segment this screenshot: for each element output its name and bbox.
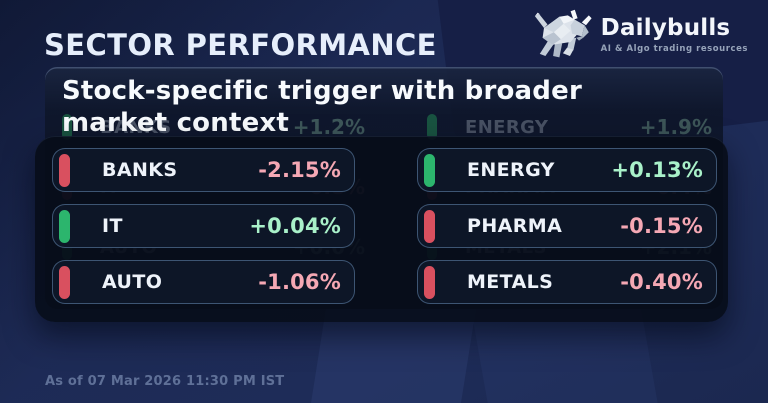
insight-heading: Stock-specific trigger with broader mark…	[62, 75, 692, 139]
trend-bar-icon	[62, 114, 72, 140]
sector-label: AUTO	[102, 271, 163, 293]
brand-logo: Dailybulls AI & Algo trading resources	[530, 7, 748, 63]
sector-tile-grid: BANKS -2.15% ENERGY +0.13% IT +0.04%	[52, 148, 717, 304]
sector-label: ENERGY	[467, 159, 555, 181]
sector-tile: METALS -0.40%	[417, 260, 717, 304]
sector-label: BANKS	[102, 159, 178, 181]
trend-bar-icon	[424, 265, 435, 299]
sector-value: -1.06%	[258, 270, 341, 294]
bull-icon	[530, 7, 600, 63]
trend-bar-icon	[59, 209, 70, 243]
sector-label: IT	[102, 215, 123, 237]
sector-label: ENERGY	[465, 116, 549, 138]
trend-bar-icon	[424, 209, 435, 243]
brand-text: Dailybulls AI & Algo trading resources	[601, 16, 748, 53]
trend-bar-icon	[427, 114, 437, 140]
insight-heading-line1: Stock-specific trigger with broader	[62, 76, 582, 106]
sector-value: -2.15%	[258, 158, 341, 182]
brand-tagline: AI & Algo trading resources	[600, 43, 748, 54]
sector-value: -0.40%	[620, 270, 703, 294]
sector-tile: BANKS -2.15%	[52, 148, 355, 192]
sector-tile: ENERGY +0.13%	[417, 148, 717, 192]
sector-panel: BANKS -2.15% ENERGY +0.13% IT +0.04%	[35, 136, 728, 322]
ghost-sector-row: ENERGY +1.9%	[427, 111, 712, 143]
ghost-sector-row: BANKS +1.2%	[62, 111, 365, 143]
sector-value: +1.9%	[639, 115, 712, 139]
sector-value: +1.2%	[292, 115, 365, 139]
sector-label: PHARMA	[467, 215, 563, 237]
as-of-timestamp: As of 07 Mar 2026 11:30 PM IST	[45, 374, 285, 389]
page-title: SECTOR PERFORMANCE	[44, 28, 437, 62]
trend-bar-icon	[59, 265, 70, 299]
sector-value: +0.04%	[249, 214, 341, 238]
sector-value: +0.13%	[611, 158, 703, 182]
sector-tile: PHARMA -0.15%	[417, 204, 717, 248]
sector-label: BANKS	[100, 116, 172, 138]
sector-tile: IT +0.04%	[52, 204, 355, 248]
brand-name: Dailybulls	[600, 15, 731, 42]
sector-label: METALS	[467, 271, 554, 293]
insight-heading-line2: market context	[62, 108, 290, 139]
sector-value: -0.15%	[620, 214, 703, 238]
trend-bar-icon	[424, 153, 435, 187]
sector-tile: AUTO -1.06%	[52, 260, 355, 304]
trend-bar-icon	[59, 153, 70, 187]
